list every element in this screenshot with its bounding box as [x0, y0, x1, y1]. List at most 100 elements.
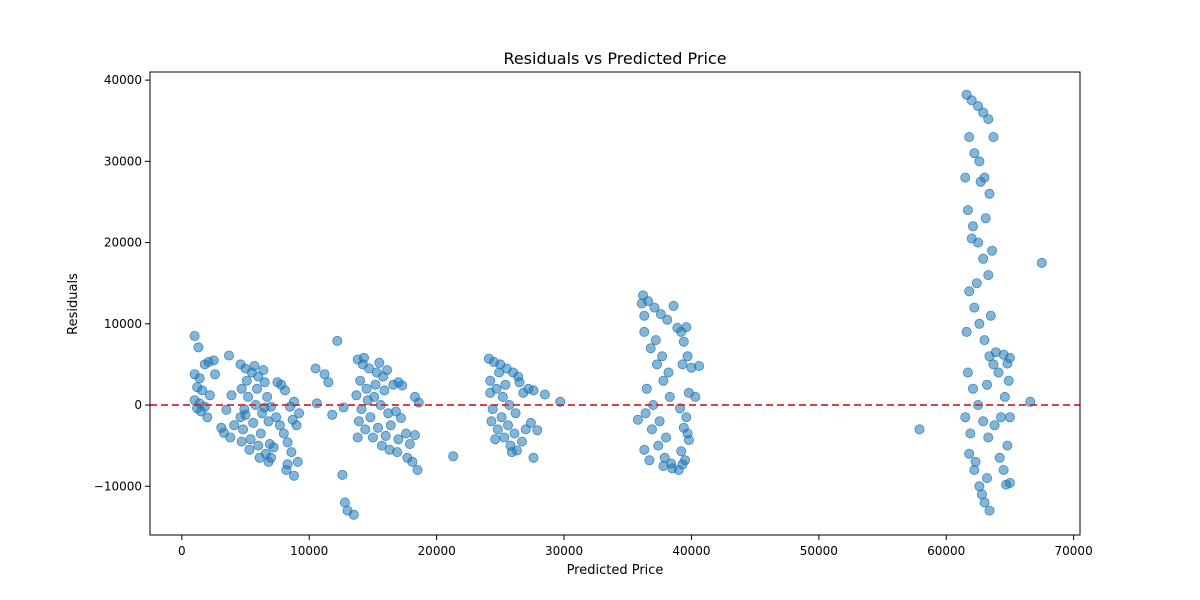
scatter-point [372, 422, 383, 433]
scatter-point [380, 430, 391, 441]
scatter-point [1004, 477, 1015, 488]
y-axis-label: Residuals [66, 273, 81, 335]
y-tick-label: 20000 [104, 236, 142, 250]
scatter-point [209, 369, 220, 380]
scatter-point [379, 385, 390, 396]
scatter-point [655, 309, 666, 320]
scatter-point [362, 395, 373, 406]
scatter-point [678, 336, 689, 347]
scatter-point [641, 383, 652, 394]
scatter-point [528, 452, 539, 463]
scatter-point [225, 432, 236, 443]
scatter-point [682, 351, 693, 362]
scatter-point [985, 310, 996, 321]
scatter-point [962, 367, 973, 378]
scatter-point [914, 424, 925, 435]
scatter-point [525, 417, 536, 428]
scatter-point [969, 302, 980, 313]
scatter-point [358, 352, 369, 363]
scatter-point [996, 412, 1007, 423]
scatter-point [974, 156, 985, 167]
scatter-point [657, 351, 668, 362]
x-tick-label: 70000 [1055, 544, 1093, 558]
scatter-point [528, 385, 539, 396]
scatter-point [263, 456, 274, 467]
scatter-point [229, 420, 240, 431]
scatter-point [327, 409, 338, 420]
scatter-point [292, 456, 303, 467]
scatter-point [974, 318, 985, 329]
scatter-point [251, 383, 262, 394]
scatter-point [494, 367, 505, 378]
scatter-point [323, 377, 334, 388]
scatter-point [390, 406, 401, 417]
scatter-point [988, 359, 999, 370]
x-tick-label: 50000 [800, 544, 838, 558]
scatter-point [987, 245, 998, 256]
scatter-point [639, 310, 650, 321]
scatter-point [236, 383, 247, 394]
scatter-point [367, 432, 378, 443]
scatter-point [485, 387, 496, 398]
scatter-point [973, 101, 984, 112]
scatter-points [189, 89, 1047, 520]
x-tick-label: 60000 [927, 544, 965, 558]
scatter-point [539, 389, 550, 400]
scatter-point [259, 377, 270, 388]
scatter-point [983, 114, 994, 125]
scatter-point [254, 452, 265, 463]
scatter-point [1003, 375, 1014, 386]
scatter-point [962, 205, 973, 216]
scatter-point [221, 404, 232, 415]
scatter-point [966, 95, 977, 106]
scatter-point [282, 437, 293, 448]
scatter-point [249, 360, 260, 371]
scatter-point [964, 448, 975, 459]
scatter-point [486, 416, 497, 427]
scatter-point [490, 434, 501, 445]
x-tick-label: 0 [178, 544, 186, 558]
scatter-point [253, 371, 264, 382]
x-axis-label: Predicted Price [567, 563, 664, 578]
scatter-point [253, 440, 264, 451]
scatter-point [361, 383, 372, 394]
scatter-point [983, 432, 994, 443]
scatter-point [319, 369, 330, 380]
scatter-point [271, 412, 282, 423]
scatter-point [262, 391, 273, 402]
scatter-point [555, 396, 566, 407]
scatter-point [355, 375, 366, 386]
scatter-point [652, 359, 663, 370]
scatter-point [401, 428, 412, 439]
scatter-point [980, 213, 991, 224]
scatter-point [964, 286, 975, 297]
scatter-point [644, 455, 655, 466]
scatter-point [208, 355, 219, 366]
scatter-point [194, 373, 205, 384]
scatter-point [202, 412, 213, 423]
scatter-point [197, 385, 208, 396]
scatter-point [310, 363, 321, 374]
scatter-point [392, 447, 403, 458]
scatter-point [376, 440, 387, 451]
scatter-point [975, 176, 986, 187]
scatter-point [193, 342, 204, 353]
scatter-point [337, 469, 348, 480]
scatter-point [245, 434, 256, 445]
scatter-point [226, 390, 237, 401]
scatter-point [653, 440, 664, 451]
scatter-point [311, 398, 322, 409]
scatter-point [236, 436, 247, 447]
scatter-point [278, 428, 289, 439]
scatter-point [279, 385, 290, 396]
scatter-point [189, 330, 200, 341]
scatter-point [664, 391, 675, 402]
scatter-point [192, 403, 203, 414]
scatter-point [520, 424, 531, 435]
scatter-point [690, 391, 701, 402]
x-axis-ticks: 0 10000 20000 30000 40000 50000 60000 70000 [178, 535, 1093, 558]
scatter-point [639, 444, 650, 455]
scatter-point [364, 363, 375, 374]
scatter-point [395, 412, 406, 423]
